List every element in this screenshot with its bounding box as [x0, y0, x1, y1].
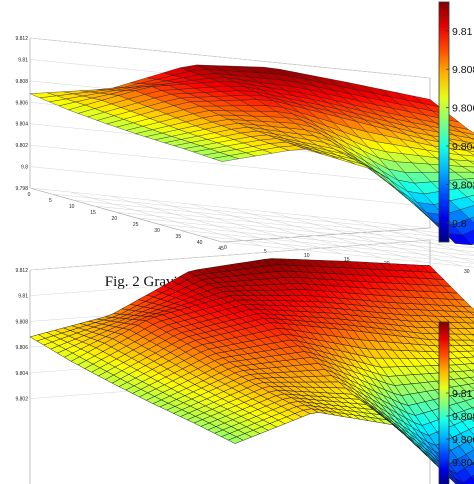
z-axis-ticks-bottom: 9.802 9.804 9.806 9.808 9.81 9.812: [15, 268, 28, 403]
z-tick-label: 9.806: [15, 100, 28, 106]
floor-grid-line: [93, 205, 474, 245]
x-tick-label: 0: [224, 245, 227, 251]
floor-grid-line: [69, 191, 263, 247]
y-tick-label: 20: [112, 216, 118, 222]
y-tick-label: 30: [154, 228, 160, 234]
colorbar-gradient-bottom: [438, 321, 450, 484]
y-tick-label: 45: [218, 246, 224, 252]
z-axis-ticks-top: 9.798 9.8 9.802 9.804 9.806 9.808 9.81 9.812: [15, 36, 28, 192]
wall-grid-line: [29, 144, 431, 186]
surface-patch: [469, 216, 474, 224]
y-axis-ticks-top: 0 5 10 15 20 25 30 35 40 45: [28, 192, 224, 252]
x-tick-label: 5: [264, 249, 267, 255]
z-tick-label: 9.8: [21, 165, 28, 171]
colorbar-ticks-bottom: 9.804 9.806 9.808 9.81: [446, 388, 474, 469]
colorbar-tick-label: 9.804: [452, 457, 474, 469]
floor-grid-line: [389, 223, 474, 248]
colorbar-tick-label: 9.808: [452, 411, 474, 423]
surface-mesh-bottom: [29, 258, 474, 484]
floor-grid-line: [136, 217, 474, 252]
floor-grid-line: [349, 219, 474, 256]
surface-patch: [470, 474, 474, 481]
colorbar-tick-label: 9.806: [452, 434, 474, 446]
floor-grid-line: [229, 207, 423, 263]
colorbar-ticks-top: 9.8 9.802 9.804 9.806 9.808 9.81: [446, 26, 474, 230]
z-tick-label: 9.808: [15, 79, 28, 85]
wall-grid-line: [29, 37, 431, 79]
wall-grid-line: [29, 239, 431, 271]
x-tick-label: 30: [464, 269, 470, 275]
floor-grid-line: [115, 211, 474, 249]
colorbar-tick-label: 9.808: [452, 64, 474, 76]
colorbar-gradient-top: [438, 1, 450, 243]
z-tick-label: 9.802: [15, 143, 28, 149]
wall-grid-line: [29, 187, 431, 229]
wall-grid-line: [29, 166, 431, 207]
surface-plot-top: 9.798 9.8 9.802 9.804 9.806 9.808 9.81 9.812 0 5…: [15, 36, 474, 275]
surface-patch: [29, 92, 57, 98]
floor-grid-line: [189, 203, 383, 259]
z-tick-label: 9.804: [15, 122, 28, 128]
z-tick-label: 9.812: [15, 268, 28, 274]
z-tick-label: 9.81: [18, 294, 28, 300]
floor-grid-line: [109, 195, 303, 251]
colorbar-tick-label: 9.804: [452, 141, 474, 153]
axis-line-front: [29, 187, 223, 243]
y-tick-label: 0: [28, 192, 31, 198]
colorbar-tick-label: 9.81: [452, 388, 473, 400]
floor-grid-line: [309, 215, 474, 263]
floor-grid-line: [149, 199, 343, 255]
z-tick-label: 9.798: [15, 186, 28, 192]
y-tick-label: 5: [49, 198, 52, 204]
colorbar-tick-label: 9.81: [452, 26, 473, 38]
z-tick-label: 9.806: [15, 345, 28, 351]
floor-grid-line: [221, 241, 474, 268]
floor-grid-line: [157, 223, 474, 256]
z-tick-label: 9.808: [15, 319, 28, 325]
x-tick-label: 10: [304, 253, 310, 259]
x-tick-label: 15: [344, 257, 350, 263]
y-tick-label: 40: [197, 240, 203, 246]
y-tick-label: 15: [90, 210, 96, 216]
y-tick-label: 25: [133, 222, 139, 228]
colorbar-tick-label: 9.8: [452, 218, 467, 230]
colorbar-tick-label: 9.802: [452, 179, 474, 191]
z-tick-label: 9.804: [15, 371, 28, 377]
floor-grid-line: [179, 229, 474, 260]
colorbar-tick-label: 9.806: [452, 103, 474, 115]
surface-plot-bottom: 9.802 9.804 9.806 9.808 9.81 9.812: [15, 239, 474, 484]
y-tick-label: 35: [176, 234, 182, 240]
floor-grid-line: [200, 235, 474, 264]
colorbar-bottom: 9.804 9.806 9.808 9.81: [438, 321, 474, 484]
colorbar-top: 9.8 9.802 9.804 9.806 9.808 9.81: [438, 1, 474, 243]
z-tick-label: 9.81: [18, 57, 28, 63]
y-tick-label: 10: [69, 204, 75, 210]
surface-patch: [29, 334, 46, 342]
z-tick-label: 9.802: [15, 397, 28, 403]
z-tick-label: 9.812: [15, 36, 28, 42]
